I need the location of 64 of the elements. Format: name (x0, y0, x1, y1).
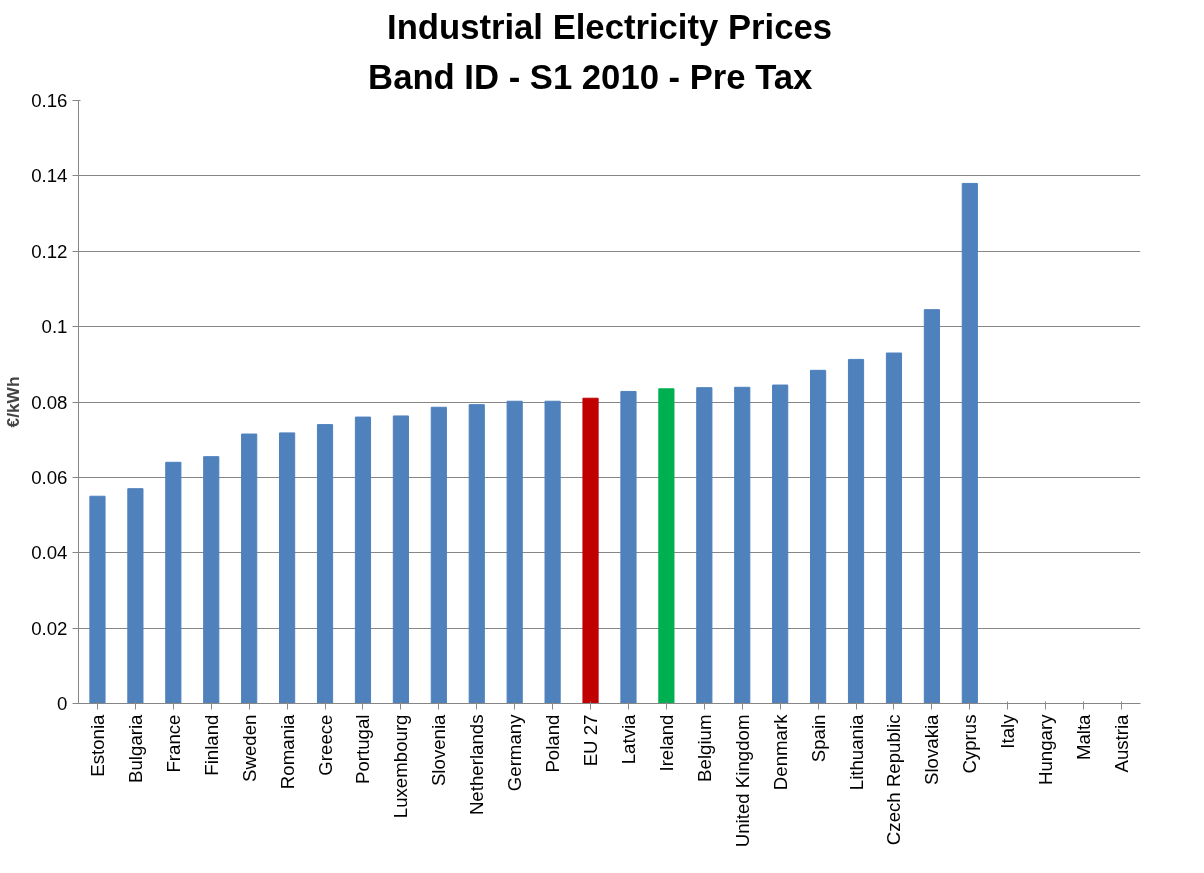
x-tick-label: Portugal (352, 714, 374, 784)
bar (544, 400, 561, 704)
x-tick-label: Italy (997, 713, 1019, 749)
bar (696, 387, 713, 704)
x-tick-label: Spain (807, 714, 829, 763)
bar (620, 390, 637, 704)
x-tick-label: Slovenia (428, 713, 450, 787)
bar (89, 495, 106, 704)
y-axis-title: €/kWh (3, 376, 24, 428)
x-tick-label: Malta (1073, 713, 1095, 761)
x-tick-label: Finland (200, 714, 222, 776)
y-tick-label: 0.12 (31, 240, 68, 262)
bar (734, 386, 751, 704)
bar (279, 432, 296, 704)
bar (810, 369, 827, 704)
y-tick-label: 0.02 (31, 617, 68, 639)
bar (392, 415, 409, 704)
y-tick-label: 0.06 (31, 466, 68, 488)
bar (203, 456, 220, 704)
x-tick-label: Romania (276, 713, 298, 790)
bar (961, 182, 978, 704)
x-tick-label: Netherlands (466, 714, 488, 816)
x-tick-label: Slovakia (921, 713, 943, 786)
y-tick-label: 0.16 (31, 90, 68, 111)
bar (165, 461, 182, 704)
x-tick-label: Estonia (86, 713, 108, 777)
bar (658, 388, 675, 704)
x-tick-label: Poland (542, 714, 564, 773)
x-tick-label: Denmark (769, 713, 791, 791)
bar (506, 400, 523, 704)
x-tick-label: EU 27 (580, 714, 602, 767)
y-tick-label: 0.1 (41, 316, 68, 338)
bar (923, 309, 940, 704)
x-tick-label: Czech Republic (883, 714, 905, 846)
x-tick-label: Germany (504, 713, 526, 792)
bar (885, 352, 903, 704)
bar (127, 488, 144, 704)
x-tick-label: United Kingdom (731, 714, 753, 848)
x-tick-label: Austria (1111, 713, 1133, 773)
x-tick-label: Hungary (1035, 713, 1057, 786)
chart-subtitle: Band ID - S1 2010 - Pre Tax (368, 57, 814, 96)
bar (430, 406, 447, 704)
bar (241, 433, 258, 704)
x-tick-label: France (162, 714, 184, 773)
y-tick-label: 0 (57, 693, 68, 714)
bar (354, 416, 372, 704)
y-tick-label: 0.14 (31, 165, 68, 187)
x-tick-label: Lithuania (845, 713, 867, 791)
x-tick-label: Belgium (693, 714, 715, 782)
chart-title: Industrial Electricity Prices (387, 7, 832, 46)
x-tick-label: Bulgaria (124, 713, 146, 783)
x-tick-label: Latvia (617, 713, 639, 765)
bar (316, 424, 334, 704)
y-tick-label: 0.08 (31, 391, 68, 413)
x-tick-label: Cyprus (959, 714, 981, 774)
bar (847, 358, 865, 704)
bar (468, 404, 485, 704)
y-tick-label: 0.04 (31, 542, 68, 564)
bar (582, 397, 599, 704)
x-tick-label: Luxembourg (390, 714, 412, 819)
x-tick-label: Greece (314, 714, 336, 776)
bar (772, 384, 789, 704)
x-tick-label: Ireland (655, 714, 677, 772)
x-tick-label: Sweden (238, 714, 260, 782)
